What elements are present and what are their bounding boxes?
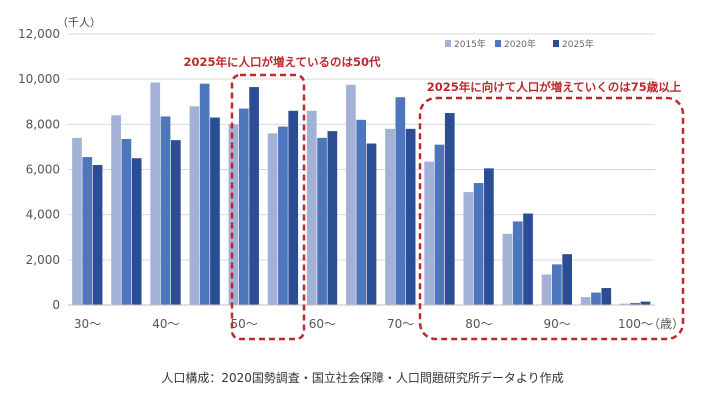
y-tick-label: 0 [52, 298, 60, 312]
bar-2015年-9 [424, 161, 435, 305]
annotation-box-75plus [418, 96, 685, 341]
bar-2015年-14 [619, 303, 630, 305]
x-tick-label: 80～ [465, 317, 492, 331]
bar-2020年-3 [199, 83, 210, 305]
bar-2025年-8 [405, 128, 416, 305]
bar-2020年-13 [591, 292, 601, 305]
bar-2015年-2 [150, 82, 161, 305]
bar-2015年-5 [267, 133, 278, 305]
x-tick-label: 70～ [387, 317, 414, 331]
bar-2015年-0 [72, 137, 82, 305]
source-note: 人口構成：2020国勢調査・国立社会保障・人口問題研究所データより作成 [161, 371, 564, 385]
bar-2020年-2 [160, 116, 171, 305]
bar-2015年-7 [346, 84, 356, 305]
bar-2020年-5 [278, 126, 288, 305]
bar-2015年-4 [228, 124, 239, 305]
population-bar-chart: 0 2,000 4,000 6,000 8,000 10,000 12,000 30～ 40～ 5… [18, 16, 685, 341]
bar-2020年-8 [395, 97, 406, 305]
annotation-text-75plus: 2025年に向けて人口が増えていくのは75歳以上 [427, 80, 682, 94]
bar-2015年-8 [385, 128, 395, 305]
bar-2015年-10 [463, 192, 474, 305]
bar-2025年-7 [366, 143, 377, 305]
bar-2025年-12 [562, 254, 573, 305]
y-tick-label: 12,000 [18, 27, 60, 41]
bar-2025年-13 [601, 288, 612, 305]
bar-2015年-6 [306, 110, 317, 306]
bar-2025年-0 [92, 164, 103, 305]
legend-swatch [553, 40, 559, 47]
y-tick-label: 4,000 [26, 208, 60, 222]
y-tick-label: 2,000 [26, 253, 60, 267]
bar-2025年-2 [170, 140, 181, 305]
axes: 0 2,000 4,000 6,000 8,000 10,000 12,000 30～ 40～ 5… [18, 27, 655, 331]
bar-2015年-11 [502, 233, 513, 305]
x-tick-label: 40～ [152, 317, 179, 331]
y-tick-label: 8,000 [26, 117, 60, 131]
bar-2025年-3 [210, 117, 220, 305]
bar-2025年-11 [523, 213, 533, 305]
legend-label: 2025年 [562, 38, 594, 50]
annotations: 2025年に人口が増えているのは50代 2025年に向けて人口が増えていくのは7… [184, 55, 685, 341]
x-tick-label: 30～ [74, 317, 101, 331]
bar-2015年-3 [189, 106, 200, 306]
legend-label: 2020年 [504, 38, 536, 50]
bar-2015年-1 [111, 115, 121, 305]
bar-2025年-10 [484, 168, 494, 305]
bar-2020年-14 [630, 302, 640, 305]
x-tick-label: 60～ [309, 317, 336, 331]
bar-2015年-12 [541, 274, 552, 305]
x-axis-unit-label: （歳） [648, 317, 684, 331]
bar-2020年-12 [552, 264, 562, 305]
legend-swatch [445, 40, 451, 47]
y-tick-label: 10,000 [18, 72, 60, 86]
annotation-box-50s [230, 73, 306, 341]
x-tick-label: 100～ [618, 317, 653, 331]
bar-2025年-14 [640, 301, 651, 305]
bar-2020年-0 [82, 157, 93, 305]
bar-2020年-9 [434, 144, 445, 305]
bar-2020年-4 [238, 108, 249, 306]
x-tick-label: 90～ [544, 317, 571, 331]
bar-2025年-9 [444, 113, 455, 306]
bar-2020年-10 [473, 183, 484, 305]
bar-2025年-4 [249, 87, 259, 305]
legend-swatch [495, 40, 501, 47]
bar-2025年-5 [288, 110, 299, 306]
bar-2020年-6 [317, 137, 327, 305]
legend-label: 2015年 [454, 38, 486, 50]
bar-2015年-13 [580, 297, 591, 305]
x-tick-label: 50～ [230, 317, 257, 331]
y-axis-unit-label: （千人） [57, 16, 101, 29]
annotation-text-50s: 2025年に人口が増えているのは50代 [184, 55, 381, 69]
bar-2020年-7 [356, 119, 367, 305]
bar-2025年-1 [131, 158, 142, 305]
bar-2020年-1 [121, 139, 132, 305]
bar-2025年-6 [327, 131, 338, 305]
legend: 2015年 2020年 2025年 [445, 38, 594, 50]
y-tick-label: 6,000 [26, 163, 60, 177]
bars [72, 82, 651, 306]
bar-2020年-11 [512, 221, 523, 305]
